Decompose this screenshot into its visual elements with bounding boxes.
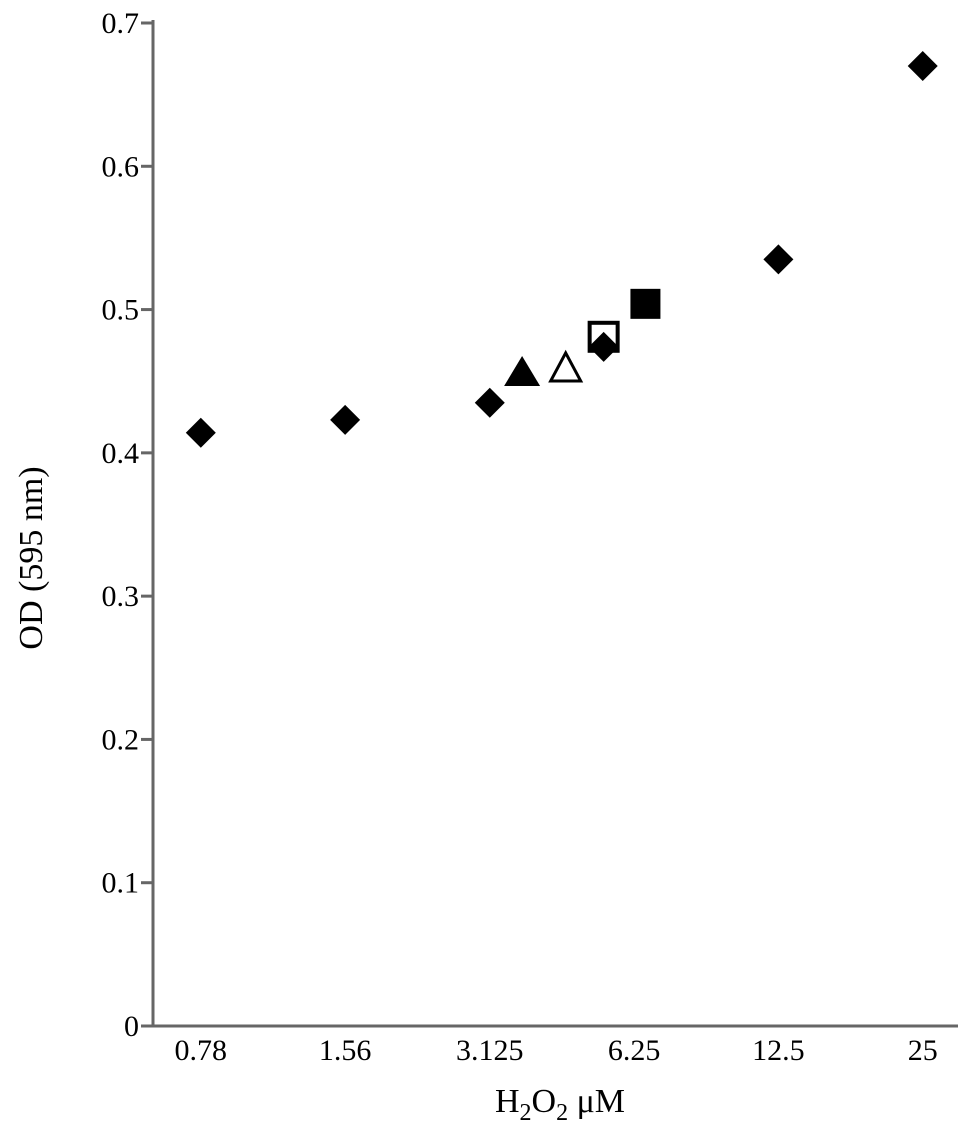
diamond-point <box>185 417 216 448</box>
diamond-point <box>330 404 361 435</box>
y-tick-label: 0 <box>124 1010 139 1043</box>
diamond-point <box>907 50 938 81</box>
x-tick-label: 1.56 <box>319 1034 372 1067</box>
x-tick-label: 6.25 <box>608 1034 661 1067</box>
y-tick-label: 0.5 <box>102 294 140 327</box>
x-tick-label: 0.78 <box>175 1034 228 1067</box>
y-tick-label: 0.7 <box>102 7 140 40</box>
y-tick-label: 0.4 <box>102 437 140 470</box>
x-label-unit: μM <box>568 1083 625 1120</box>
x-label-h: H <box>495 1083 520 1120</box>
y-axis-label: OD (595 nm) <box>13 466 50 649</box>
diamond-point <box>763 244 794 275</box>
x-axis: 0.78 1.56 3.125 6.25 12.5 25 <box>153 1024 958 1067</box>
x-tick-label: 25 <box>908 1034 938 1067</box>
x-label-sub-2: 2 <box>556 1100 568 1126</box>
y-axis: 0 0.1 0.2 0.3 0.4 0.5 0.6 0.7 <box>102 7 155 1043</box>
x-axis-label: H2O2 μM <box>495 1083 625 1126</box>
x-label-o: O <box>532 1083 557 1120</box>
x-tick-label: 12.5 <box>752 1034 805 1067</box>
filled-triangle-point <box>504 356 541 387</box>
y-tick-label: 0.2 <box>102 723 140 756</box>
diamond-point <box>474 387 505 418</box>
x-tick-label: 3.125 <box>456 1034 524 1067</box>
y-tick-label: 0.6 <box>102 150 140 183</box>
x-label-sub-1: 2 <box>520 1100 532 1126</box>
open-triangle-point <box>548 349 584 383</box>
data-points <box>185 50 938 448</box>
open-square-point <box>587 320 620 353</box>
y-tick-label: 0.3 <box>102 580 140 613</box>
y-tick-label: 0.1 <box>102 867 140 900</box>
diamond-point <box>588 331 619 362</box>
filled-square-point <box>630 288 661 319</box>
